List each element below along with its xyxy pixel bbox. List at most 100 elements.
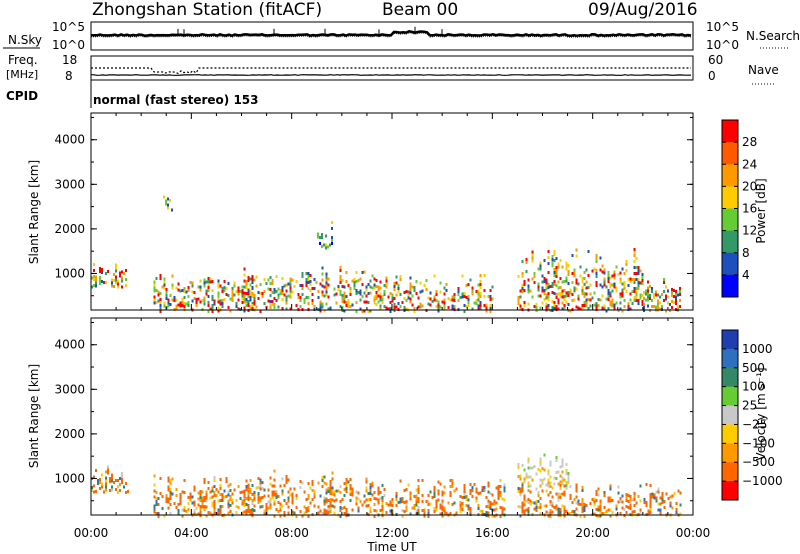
echo-cell [175, 488, 178, 492]
echo-cell [481, 486, 484, 490]
echo-cell [519, 490, 522, 494]
echo-cell [439, 482, 442, 486]
echo-cell [311, 299, 314, 302]
echo-cell [541, 479, 544, 482]
echo-cell [320, 245, 323, 248]
echo-cell [269, 302, 272, 306]
echo-cell [125, 491, 127, 495]
echo-cell [559, 484, 562, 488]
echo-cell [411, 294, 414, 298]
echo-cell [676, 293, 679, 297]
echo-cell [553, 258, 556, 262]
echo-cell [563, 297, 566, 301]
echo-cell [535, 303, 538, 307]
echo-cell [629, 504, 632, 508]
echo-cell [101, 473, 103, 477]
echo-cell [211, 486, 214, 490]
echo-cell [181, 301, 184, 305]
echo-cell [189, 498, 192, 502]
colorbar-swatch [722, 348, 738, 369]
echo-cell [223, 280, 226, 284]
echo-cell [656, 302, 659, 306]
echo-cell [105, 476, 107, 480]
echo-cell [553, 303, 556, 307]
echo-cell [111, 278, 113, 282]
echo-cell [531, 500, 534, 504]
echo-cell [318, 235, 321, 239]
echo-cell [531, 253, 534, 257]
echo-cell [637, 280, 640, 284]
echo-cell [301, 293, 304, 296]
echo-cell [579, 502, 582, 506]
echo-cell [401, 500, 404, 503]
colorbar-tick-label: 20 [742, 179, 757, 193]
echo-cell [569, 309, 572, 313]
echo-cell [301, 287, 304, 290]
echo-cell [299, 304, 302, 308]
echo-cell [327, 490, 330, 493]
echo-cell [319, 303, 322, 307]
echo-cell [325, 293, 328, 297]
echo-cell [563, 505, 566, 509]
echo-cell [409, 291, 412, 295]
echo-cell [307, 295, 310, 299]
echo-cell [253, 494, 256, 498]
echo-cell [519, 493, 522, 497]
echo-cell [330, 221, 333, 224]
echo-cell [167, 506, 170, 510]
echo-cell [519, 289, 522, 293]
echo-cell [237, 286, 240, 290]
echo-cell [527, 460, 530, 464]
echo-cell [269, 293, 272, 297]
echo-cell [647, 512, 650, 516]
echo-cell [585, 292, 588, 296]
echo-cell [169, 503, 172, 507]
echo-cell [521, 483, 524, 487]
echo-cell [443, 286, 446, 290]
echo-cell [675, 508, 678, 511]
echo-cell [517, 490, 520, 493]
echo-cell [539, 484, 542, 488]
echo-cell [441, 502, 444, 506]
echo-cell [249, 304, 252, 308]
echo-cell [589, 298, 592, 302]
echo-cell [625, 493, 628, 497]
echo-cell [663, 500, 666, 504]
echo-cell [595, 281, 598, 285]
echo-cell [261, 291, 264, 295]
echo-cell [365, 486, 368, 490]
echo-cell [119, 476, 121, 480]
echo-cell [243, 300, 246, 304]
echo-cell [611, 298, 614, 302]
echo-cell [339, 274, 342, 278]
echo-cell [637, 286, 640, 290]
echo-cell [555, 271, 558, 275]
echo-cell [641, 278, 644, 282]
echo-cell [523, 301, 526, 305]
echo-cell [345, 294, 348, 298]
echo-cell [555, 295, 558, 299]
echo-cell [517, 462, 520, 466]
echo-cell [547, 292, 550, 296]
echo-cell [654, 293, 657, 297]
echo-cell [651, 492, 654, 496]
echo-cell [479, 304, 482, 308]
echo-cell [581, 489, 584, 492]
echo-cell [641, 272, 644, 276]
echo-cell [359, 292, 362, 296]
echo-cell [227, 281, 230, 285]
echo-cell [175, 307, 178, 311]
echo-cell [559, 511, 562, 515]
echo-cell [656, 293, 659, 297]
echo-cell [499, 491, 502, 494]
echo-cell [247, 509, 250, 513]
echo-cell [631, 278, 634, 282]
echo-cell [549, 514, 552, 518]
echo-cell [563, 294, 566, 298]
echo-cell [407, 483, 410, 487]
echo-cell [289, 286, 292, 290]
echo-cell [583, 301, 586, 304]
echo-cell [427, 509, 430, 512]
echo-cell [155, 491, 158, 495]
